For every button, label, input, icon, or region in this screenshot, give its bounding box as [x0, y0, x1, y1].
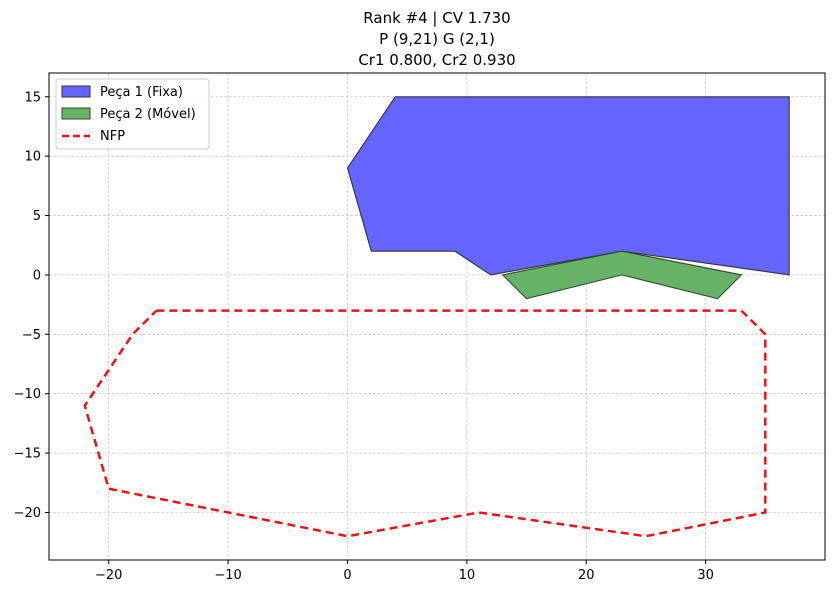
chart-title: Rank #4 | CV 1.730 P (9,21) G (2,1) Cr1 … — [358, 9, 515, 69]
x-tick-label: 10 — [459, 568, 476, 583]
legend-label-nfp: NFP — [100, 129, 125, 144]
axis-ticks: −20 −10 0 10 20 30 15 10 5 0 −5 −10 −15 −20 — [14, 90, 714, 583]
legend-swatch-peca-2 — [61, 107, 91, 120]
y-tick-label: −5 — [22, 328, 41, 343]
plot-series — [83, 96, 790, 538]
y-tick-label: 5 — [33, 209, 41, 224]
legend: Peça 1 (Fixa) Peça 2 (Móvel) NFP — [55, 78, 210, 150]
x-tick-label: 30 — [697, 568, 714, 583]
y-tick-label: −20 — [14, 506, 41, 521]
nfp-line — [83, 309, 767, 538]
title-line-2: P (9,21) G (2,1) — [379, 30, 495, 48]
title-line-1: Rank #4 | CV 1.730 — [363, 9, 510, 27]
y-tick-label: −15 — [14, 447, 41, 462]
plot-frame — [48, 72, 826, 561]
x-tick-label: 0 — [343, 568, 351, 583]
y-tick-label: 0 — [33, 268, 41, 283]
x-tick-label: −10 — [214, 568, 241, 583]
legend-label-peca-1: Peça 1 (Fixa) — [100, 85, 183, 100]
title-line-3: Cr1 0.800, Cr2 0.930 — [358, 51, 515, 69]
legend-frame — [55, 78, 210, 150]
y-tick-label: 10 — [24, 150, 41, 165]
y-tick-label: −10 — [14, 387, 41, 402]
x-tick-label: −20 — [95, 568, 122, 583]
series-polygon-2 — [501, 250, 743, 300]
x-tick-label: 20 — [578, 568, 595, 583]
y-tick-label: 15 — [24, 90, 41, 105]
legend-swatch-peca-1 — [61, 85, 91, 98]
series-polygon-1 — [346, 96, 790, 276]
legend-label-peca-2: Peça 2 (Móvel) — [100, 107, 196, 122]
